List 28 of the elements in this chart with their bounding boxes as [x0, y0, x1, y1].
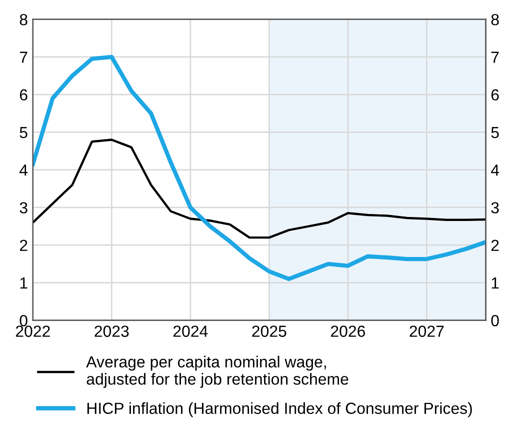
x-tick-label: 2025 — [252, 326, 286, 337]
y2-tick-label: 8 — [491, 14, 499, 26]
x-tick-label: 2026 — [330, 326, 365, 337]
y2-tick-label: 3 — [491, 202, 499, 214]
y-tick-label: 1 — [20, 278, 28, 289]
y-tick-label: 0 — [20, 314, 28, 326]
y2-tick-label: 0 — [491, 314, 499, 326]
y-tick-label: 6 — [20, 89, 28, 101]
y-tick-label: 5 — [20, 127, 28, 138]
y-tick-label: 7 — [20, 52, 28, 63]
legend-label: Average per capita nominal wage, adjusted for the job retention scheme — [86, 356, 348, 388]
y-tick-label: 8 — [20, 14, 28, 26]
line-series — [32, 138, 486, 239]
y-tick-label: 4 — [20, 164, 28, 176]
y-tick-label: 3 — [20, 202, 28, 214]
y2-tick-label: 4 — [490, 164, 500, 176]
y2-tick-label: 6 — [491, 89, 499, 101]
x-tick-label: 2024 — [173, 326, 208, 337]
x-tick-label: 2022 — [16, 326, 50, 337]
line-series — [32, 54, 486, 282]
y2-tick-label: 5 — [491, 127, 499, 138]
y2-tick-label: 7 — [491, 52, 499, 63]
y2-tick-label: 1 — [492, 278, 499, 289]
legend-label: HICP inflation (Harmonised Index of Consumer Prices) — [87, 402, 472, 418]
y-tick-label: 2 — [20, 240, 28, 251]
y2-tick-label: 2 — [491, 240, 499, 251]
x-tick-label: 2023 — [94, 326, 129, 337]
x-tick-label: 2027 — [410, 326, 444, 337]
